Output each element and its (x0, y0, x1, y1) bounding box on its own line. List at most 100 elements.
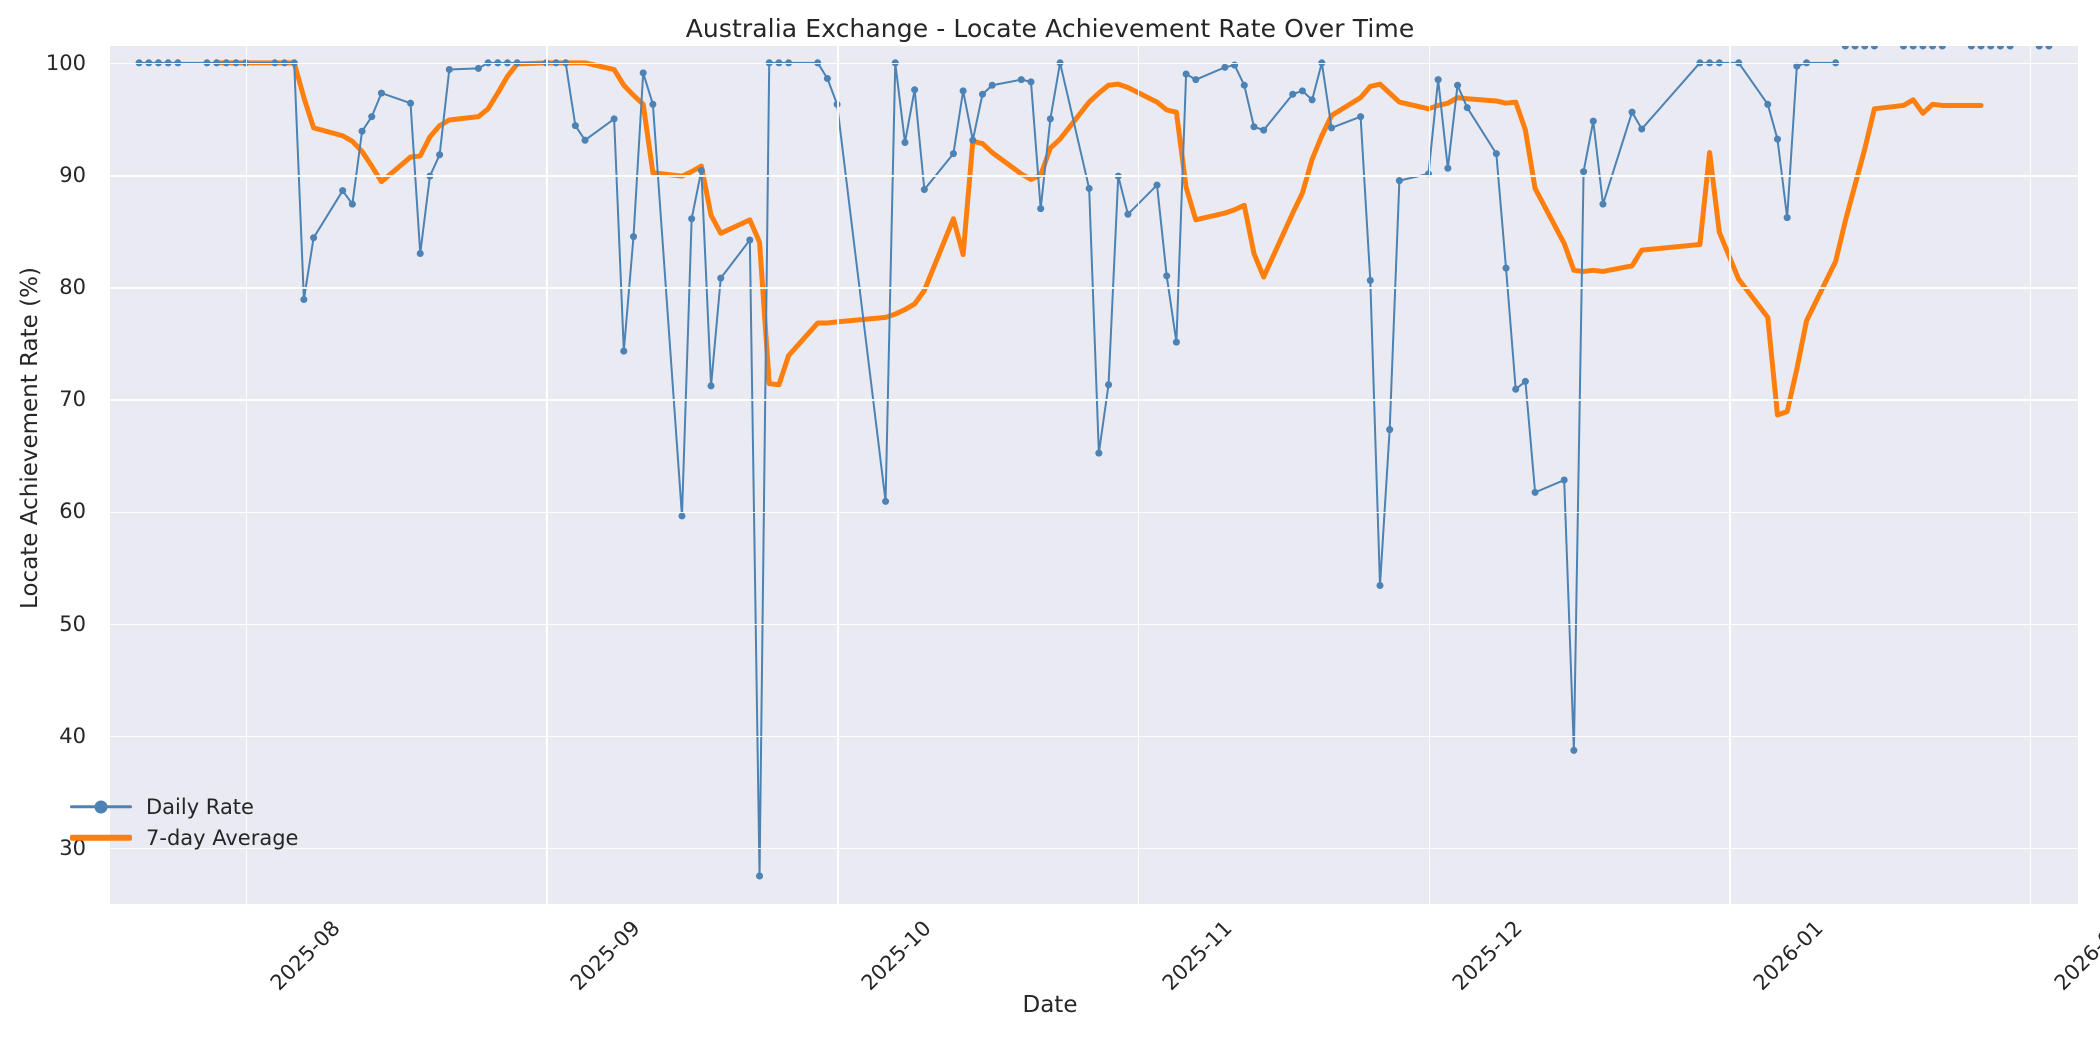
data-point-marker (1366, 276, 1374, 284)
data-point-marker (571, 122, 579, 130)
y-axis-tick-label: 90 (59, 162, 86, 187)
legend-item[interactable]: 7-day Average (70, 822, 298, 853)
x-axis-label: Date (1022, 992, 1078, 1018)
data-point-marker (358, 127, 366, 135)
data-point-marker (1521, 377, 1529, 385)
plot-area (110, 46, 2078, 904)
data-point-marker (1027, 78, 1035, 86)
series-lines (135, 46, 2053, 880)
data-point-marker (620, 347, 628, 355)
data-point-marker (1386, 426, 1394, 434)
data-point-marker (1502, 264, 1510, 272)
data-point-marker (707, 382, 715, 390)
data-point-marker (1037, 205, 1045, 213)
data-point-marker (678, 512, 686, 520)
legend-label: Daily Rate (146, 794, 254, 819)
y-axis-tick-label: 100 (45, 50, 86, 75)
gridline-horizontal (110, 175, 2078, 177)
data-point-marker (416, 249, 424, 258)
data-point-marker (1153, 181, 1161, 189)
data-point-marker (882, 497, 890, 505)
x-axis-tick-label: 2025-10 (856, 916, 936, 996)
data-point-marker (1987, 46, 1995, 50)
legend-item[interactable]: Daily Rate (70, 791, 298, 822)
data-point-marker (1357, 113, 1365, 121)
data-point-marker (901, 138, 909, 146)
data-point-marker (1861, 46, 1869, 50)
data-point-marker (920, 186, 928, 194)
data-point-marker (1909, 46, 1917, 50)
series-line (138, 61, 1837, 877)
data-point-marker (833, 100, 841, 108)
x-axis-tick-label: 2026-01 (1748, 916, 1828, 996)
data-point-marker (1899, 46, 1908, 50)
data-point-marker (1560, 476, 1568, 484)
data-point-marker (717, 274, 725, 282)
legend-label: 7-day Average (146, 825, 299, 850)
data-point-marker (1434, 76, 1442, 84)
data-point-marker (1492, 150, 1500, 158)
data-point-marker (1463, 104, 1471, 112)
gridline-vertical (546, 46, 548, 904)
data-point-marker (911, 86, 919, 94)
data-point-marker (610, 115, 618, 123)
data-point-marker (1929, 46, 1937, 50)
data-point-marker (1221, 63, 1229, 71)
gridline-horizontal (110, 287, 2078, 289)
data-point-marker (436, 151, 444, 159)
data-point-marker (1851, 46, 1859, 50)
data-point-marker (1764, 100, 1772, 108)
y-axis-tick-label: 60 (59, 499, 86, 524)
data-point-marker (1773, 135, 1781, 143)
y-axis-tick-label: 40 (59, 723, 86, 748)
data-point-marker (1163, 272, 1171, 280)
gridline-vertical (2029, 46, 2032, 904)
gridline-horizontal (110, 735, 2078, 738)
data-point-marker (969, 136, 977, 144)
data-point-marker (1454, 81, 1462, 89)
data-point-marker (1240, 81, 1248, 89)
gridline-horizontal (110, 62, 2078, 65)
data-point-marker (1105, 381, 1113, 389)
data-point-marker (2006, 46, 2014, 50)
data-point-marker (1085, 184, 1093, 192)
data-point-marker (1192, 76, 1200, 84)
data-point-marker (1017, 76, 1025, 84)
data-point-marker (1376, 581, 1384, 589)
data-point-marker (2045, 46, 2053, 50)
y-axis-tick-label: 80 (59, 275, 86, 300)
data-point-marker (1938, 46, 1946, 50)
x-axis-tick-label: 2025-09 (565, 916, 645, 996)
data-point-marker (407, 99, 415, 107)
data-point-marker (581, 136, 589, 144)
data-point-marker (639, 69, 647, 77)
data-point-marker (1996, 46, 2004, 50)
data-point-marker (368, 113, 376, 121)
data-point-marker (988, 81, 996, 89)
chart-legend: Daily Rate 7-day Average (60, 787, 308, 859)
y-axis-tick-label: 70 (59, 387, 86, 412)
data-point-marker (1260, 126, 1268, 134)
data-point-marker (1308, 96, 1316, 104)
data-point-marker (949, 150, 957, 158)
data-point-marker (1172, 338, 1180, 346)
data-point-marker (1967, 46, 1975, 50)
data-point-marker (348, 200, 356, 208)
data-point-marker (1395, 177, 1403, 185)
data-point-marker (688, 215, 696, 223)
x-axis-tick-label: 2025-08 (265, 916, 345, 996)
data-point-marker (978, 90, 987, 98)
data-point-marker (445, 66, 453, 74)
x-axis-tick-label: 2025-12 (1448, 916, 1528, 996)
data-point-marker (310, 234, 318, 242)
data-point-marker (1046, 115, 1054, 123)
data-point-marker (1580, 168, 1588, 176)
data-point-marker (1124, 210, 1132, 218)
data-point-marker (1531, 488, 1539, 496)
data-point-marker (746, 236, 754, 244)
gridline-horizontal (110, 511, 2078, 514)
data-point-marker (1182, 70, 1190, 78)
data-point-marker (1444, 164, 1452, 172)
data-point-marker (377, 89, 385, 97)
